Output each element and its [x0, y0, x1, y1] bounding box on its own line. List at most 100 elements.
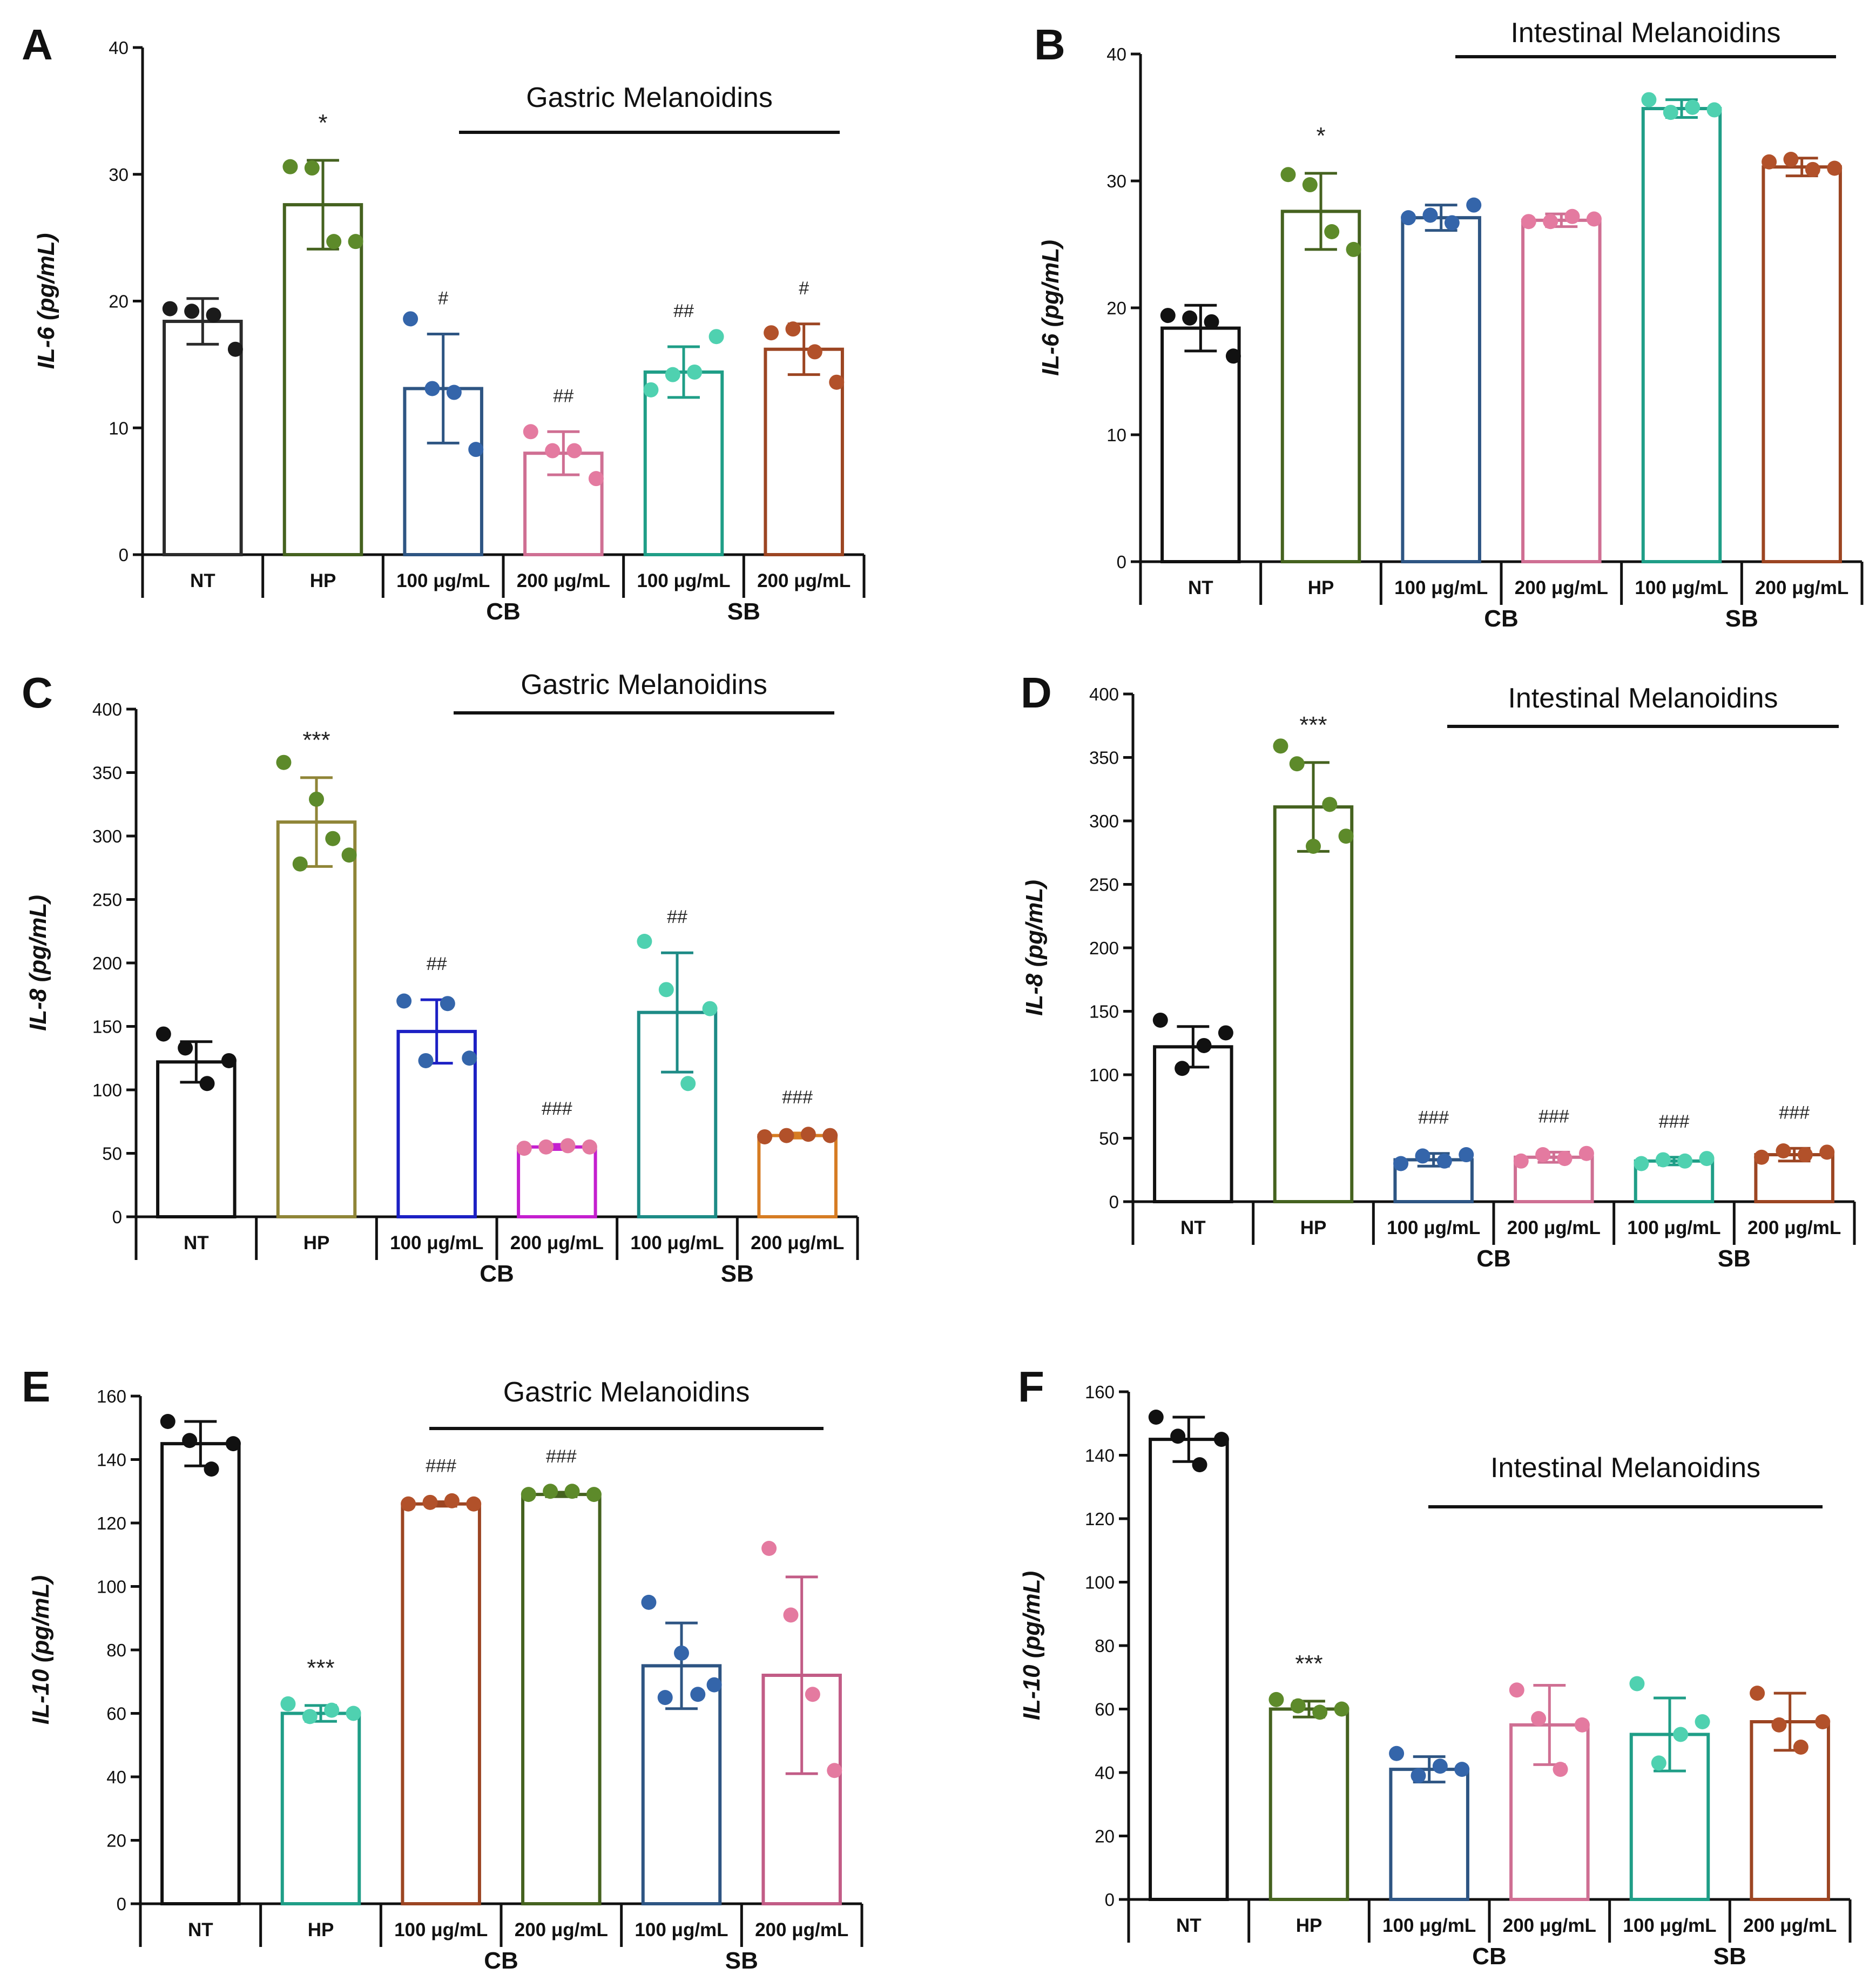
significance-label: ## [673, 301, 694, 321]
x-category-label: 100 μg/mL [1627, 1217, 1720, 1238]
data-point [687, 364, 703, 380]
significance-label: ### [1779, 1102, 1810, 1123]
y-tick-label: 50 [102, 1144, 122, 1164]
panel-letter: D [1021, 669, 1052, 717]
data-point [586, 1487, 602, 1502]
data-point [657, 1690, 673, 1706]
x-group-label: CB [1476, 1245, 1511, 1272]
data-point [643, 382, 659, 397]
data-point [1815, 1714, 1831, 1729]
data-point [785, 321, 801, 337]
data-point [1466, 197, 1482, 213]
data-point [1338, 828, 1354, 844]
data-point [1290, 1698, 1306, 1714]
data-point [1218, 1025, 1233, 1041]
data-point [1192, 1457, 1207, 1473]
panel-e: E IL-10 (pg/mL) 0 20 40 60 80 100 120 140 160 NT HP 1… [22, 1363, 863, 1974]
data-point [1334, 1701, 1349, 1717]
y-tick-label: 40 [1095, 1763, 1115, 1783]
y-tick-label: 200 [1089, 938, 1119, 958]
significance-label: *** [1295, 1650, 1322, 1677]
data-point [292, 856, 308, 872]
data-point [156, 1026, 171, 1042]
y-tick-label: 250 [92, 890, 122, 910]
data-point [1699, 1151, 1715, 1167]
data-point [1629, 1676, 1645, 1692]
x-group-label: CB [486, 598, 521, 625]
x-group-label: SB [1713, 1943, 1746, 1970]
data-point [1444, 215, 1460, 231]
data-point [1819, 1144, 1835, 1160]
data-point [309, 791, 324, 807]
bar [1521, 218, 1602, 564]
chart-title: Intestinal Melanoidins [1490, 1452, 1760, 1484]
y-tick-label: 160 [97, 1386, 126, 1406]
data-point [805, 1687, 820, 1702]
data-point [424, 381, 440, 396]
bar [276, 820, 357, 1218]
data-point [1750, 1686, 1765, 1701]
y-tick-label: 80 [106, 1640, 126, 1660]
y-tick-label: 120 [97, 1513, 126, 1533]
y-tick-label: 50 [1099, 1129, 1119, 1149]
data-point [396, 993, 412, 1009]
data-point [1535, 1147, 1551, 1163]
y-axis-title: IL-10 (pg/mL) [28, 1575, 54, 1724]
chart-title: Gastric Melanoidins [521, 669, 767, 700]
data-point [440, 996, 455, 1012]
x-category-label: 100 μg/mL [1387, 1217, 1480, 1238]
data-point [1509, 1682, 1524, 1698]
data-point [206, 307, 221, 323]
bar [1401, 216, 1481, 563]
data-point [1564, 208, 1580, 224]
data-point [1432, 1758, 1448, 1774]
data-point [346, 1706, 361, 1721]
data-point [182, 1433, 198, 1448]
chart-title: Intestinal Melanoidins [1508, 683, 1778, 714]
data-point [1754, 1149, 1770, 1165]
data-point [162, 301, 178, 316]
significance-label: ### [542, 1099, 572, 1119]
bar [1273, 805, 1354, 1203]
data-point [160, 1414, 176, 1429]
x-category-label: 100 μg/mL [1382, 1915, 1476, 1936]
data-point [1148, 1410, 1164, 1425]
bar [1149, 1438, 1229, 1901]
data-point [523, 424, 538, 440]
significance-label: # [799, 278, 809, 299]
data-point [1574, 1717, 1590, 1733]
y-tick-label: 0 [117, 1894, 126, 1914]
data-point [680, 1076, 696, 1091]
data-point [1401, 210, 1416, 226]
data-point [1182, 310, 1198, 326]
significance-label: * [318, 110, 327, 136]
significance-label: ### [426, 1456, 456, 1477]
chart-title: Intestinal Melanoidins [1510, 17, 1780, 49]
data-point [178, 1040, 193, 1056]
data-point [1436, 1153, 1452, 1169]
data-point [199, 1076, 215, 1091]
data-point [827, 1763, 842, 1778]
significance-label: ### [782, 1087, 813, 1108]
y-tick-label: 0 [1105, 1890, 1115, 1910]
data-point [184, 304, 200, 319]
y-tick-label: 20 [1095, 1827, 1115, 1847]
data-point [1586, 211, 1602, 227]
bar [280, 1711, 361, 1905]
y-tick-label: 30 [1106, 171, 1126, 191]
y-tick-label: 0 [119, 545, 129, 565]
data-point [1225, 348, 1241, 364]
data-point [807, 344, 822, 360]
data-point [326, 234, 342, 250]
data-point [800, 1127, 816, 1142]
data-point [1673, 1727, 1689, 1742]
x-group-label: SB [1725, 605, 1758, 632]
significance-label: ### [1659, 1111, 1690, 1132]
x-category-label: 200 μg/mL [1743, 1915, 1837, 1936]
bar [1268, 1707, 1349, 1901]
data-point [1797, 1147, 1813, 1163]
data-point [282, 159, 298, 174]
x-category-label: 200 μg/mL [1747, 1217, 1841, 1238]
panel-letter: B [1034, 21, 1065, 69]
y-tick-label: 250 [1089, 875, 1119, 895]
